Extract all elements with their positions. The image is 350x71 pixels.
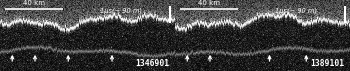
Text: 1389101: 1389101: [311, 59, 345, 68]
Text: 1μs(~ 90 m): 1μs(~ 90 m): [100, 7, 142, 14]
Text: 1μs(~ 90 m): 1μs(~ 90 m): [275, 7, 317, 14]
Text: 1346901: 1346901: [136, 59, 170, 68]
Text: 40 km: 40 km: [23, 0, 45, 6]
Text: 40 km: 40 km: [198, 0, 220, 6]
